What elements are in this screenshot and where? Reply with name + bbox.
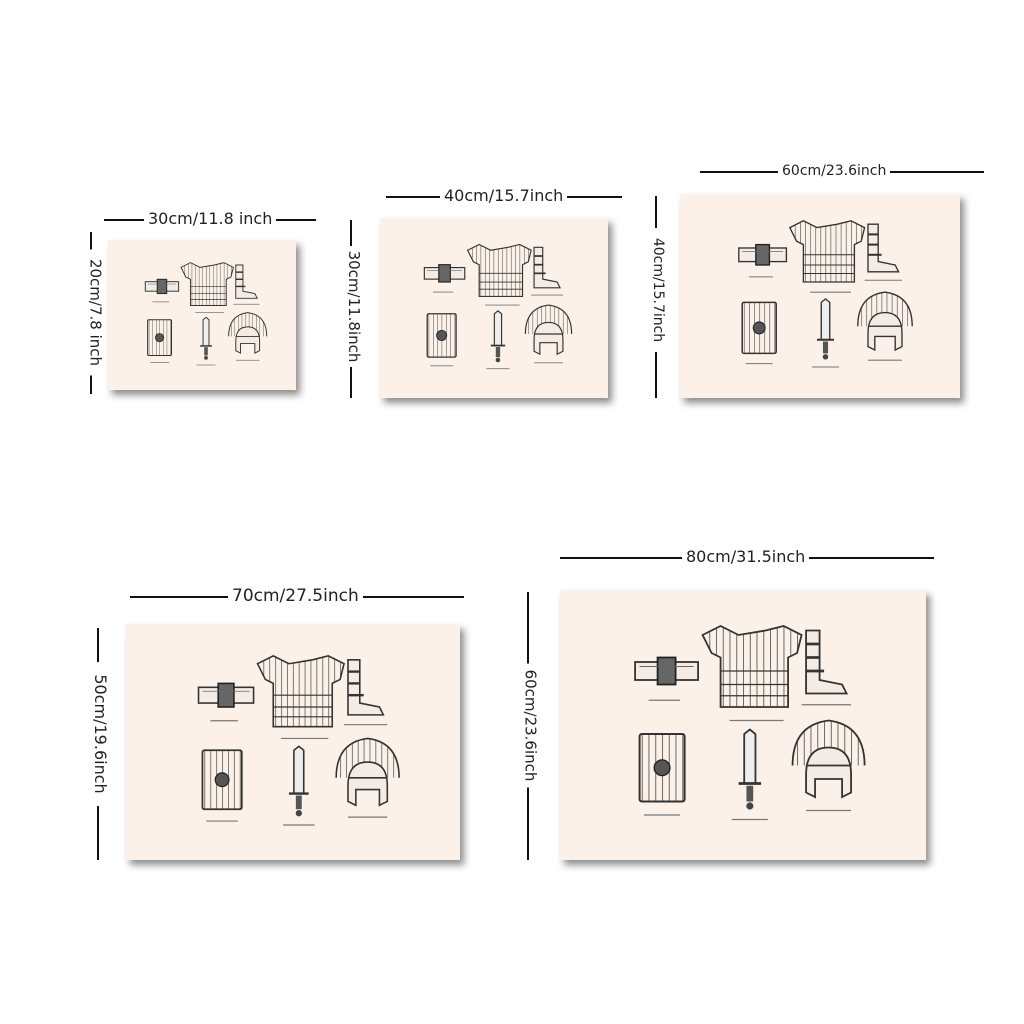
roman-armor-artwork [633,624,866,821]
width-label: 40cm/15.7inch [440,188,568,204]
height-label: 60cm/23.6inch [522,663,540,788]
roman-armor-artwork [144,261,267,366]
canvas-print-xxlarge [560,590,926,860]
width-label: 30cm/11.8 inch [144,211,277,227]
height-label: 30cm/11.8inch [345,246,363,367]
roman-armor-artwork [197,654,401,826]
canvas-print-large [680,194,960,398]
height-label: 40cm/15.7inch [650,228,666,352]
canvas-print-medium [380,218,608,398]
width-label: 60cm/23.6inch [778,164,891,178]
height-label: 50cm/19.6inch [91,662,110,806]
canvas-print-small [108,240,296,390]
height-label: 20cm/7.8 inch [87,249,105,376]
roman-armor-artwork [737,220,913,369]
roman-armor-artwork [423,243,573,370]
width-label: 70cm/27.5inch [228,588,363,605]
width-label: 80cm/31.5inch [682,549,810,565]
canvas-print-xlarge [126,624,460,860]
